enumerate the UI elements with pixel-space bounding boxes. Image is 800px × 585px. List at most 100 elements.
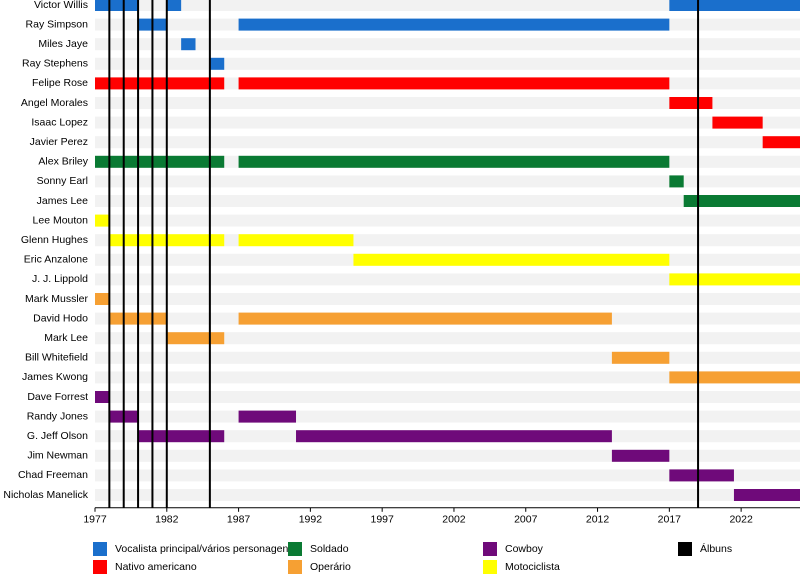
member-bar <box>353 253 670 266</box>
member-label: J. J. Lippold <box>32 273 88 285</box>
legend-swatch <box>93 560 107 574</box>
row-stripe <box>95 332 800 345</box>
row-stripe <box>95 38 800 51</box>
member-bar <box>238 312 612 325</box>
member-label: Alex Briley <box>38 156 88 168</box>
row-stripe <box>95 469 800 482</box>
member-bar <box>238 234 354 247</box>
x-tick-label: 2022 <box>729 514 753 526</box>
member-bar <box>238 18 670 31</box>
row-stripe <box>95 136 800 149</box>
member-label: Victor Willis <box>34 0 88 11</box>
row-stripe <box>95 489 800 501</box>
member-bar <box>669 469 734 482</box>
legend-label: Operário <box>310 561 351 573</box>
row-stripe <box>95 410 800 423</box>
member-label: James Kwong <box>22 371 88 383</box>
member-bar <box>238 410 297 423</box>
row-stripe <box>95 116 800 129</box>
legend-label: Álbuns <box>700 542 732 555</box>
legend-swatch <box>288 560 302 574</box>
member-bar <box>95 214 110 227</box>
member-bar <box>733 489 800 501</box>
row-stripe <box>95 449 800 462</box>
row-stripe <box>95 0 800 11</box>
member-label: Miles Jaye <box>38 38 88 50</box>
row-stripe <box>95 351 800 364</box>
member-bar <box>95 293 110 305</box>
member-bar <box>166 0 182 11</box>
row-stripe <box>95 273 800 286</box>
x-tick-label: 1987 <box>227 514 251 526</box>
member-bar <box>95 77 225 90</box>
member-label: Mark Lee <box>44 332 88 344</box>
member-bar <box>166 332 225 345</box>
member-bar <box>95 0 139 11</box>
member-label: Randy Jones <box>27 410 88 422</box>
member-bar <box>95 391 110 403</box>
legend-swatch <box>483 560 497 574</box>
member-bar <box>669 175 684 188</box>
x-tick-label: 2007 <box>514 514 538 526</box>
member-bar <box>238 155 670 168</box>
member-label: Glenn Hughes <box>21 234 88 246</box>
row-stripe <box>95 175 800 188</box>
member-label: David Hodo <box>33 312 88 324</box>
member-bar <box>669 273 800 286</box>
member-label: Bill Whitefield <box>25 352 88 364</box>
legend-swatch <box>93 542 107 556</box>
legend-label: Cowboy <box>505 543 544 555</box>
member-label: Isaac Lopez <box>31 116 88 128</box>
member-label: Javier Perez <box>30 136 88 148</box>
member-bar <box>712 116 763 129</box>
member-bar <box>238 77 670 90</box>
member-bar <box>669 0 800 11</box>
member-bar <box>611 351 670 364</box>
x-tick-label: 2002 <box>442 514 466 526</box>
x-tick-label: 2012 <box>586 514 610 526</box>
legend-label: Vocalista principal/vários personagens <box>115 543 294 555</box>
member-label: Angel Morales <box>21 97 88 109</box>
x-tick-label: 1977 <box>83 514 107 526</box>
member-label: James Lee <box>37 195 89 207</box>
x-tick-label: 1982 <box>155 514 179 526</box>
member-label: Mark Mussler <box>25 293 89 305</box>
legend-swatch <box>678 542 692 556</box>
member-label: Sonny Earl <box>37 175 88 187</box>
row-stripe <box>95 97 800 109</box>
member-label: Lee Mouton <box>33 214 89 226</box>
x-tick-label: 1992 <box>299 514 323 526</box>
legend-swatch <box>483 542 497 556</box>
member-bar <box>669 97 713 109</box>
member-bar <box>669 371 800 384</box>
row-stripe <box>95 195 800 207</box>
x-tick-label: 2017 <box>658 514 682 526</box>
member-bar <box>138 430 225 443</box>
member-label: Ray Stephens <box>22 58 88 70</box>
row-stripe <box>95 57 800 70</box>
member-bar <box>683 195 800 207</box>
member-bar <box>209 57 225 70</box>
member-bar <box>611 449 670 462</box>
member-label: Dave Forrest <box>27 391 88 403</box>
legend-label: Nativo americano <box>115 561 197 573</box>
legend-label: Soldado <box>310 543 349 555</box>
row-stripe <box>95 214 800 227</box>
member-bar <box>762 136 800 149</box>
member-label: Eric Anzalone <box>24 254 88 266</box>
member-bar <box>181 38 196 51</box>
row-stripe <box>95 391 800 403</box>
legend-swatch <box>288 542 302 556</box>
member-label: Ray Simpson <box>26 18 89 30</box>
member-bar <box>95 155 225 168</box>
member-label: Jim Newman <box>27 450 88 462</box>
member-label: Nicholas Manelick <box>3 489 88 501</box>
member-label: Felipe Rose <box>32 77 88 89</box>
member-bar <box>296 430 612 443</box>
legend-label: Motociclista <box>505 561 560 573</box>
x-tick-label: 1997 <box>370 514 394 526</box>
row-stripe <box>95 293 800 305</box>
member-label: G. Jeff Olson <box>27 430 88 442</box>
